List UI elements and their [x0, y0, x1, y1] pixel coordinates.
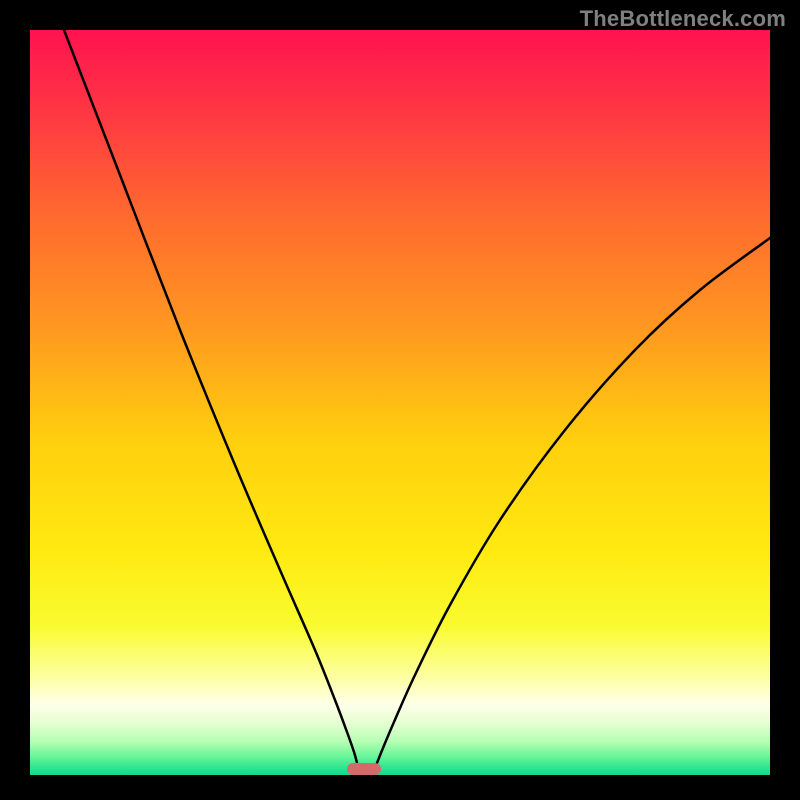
- left-curve: [64, 30, 357, 763]
- vertex-marker: [347, 763, 381, 775]
- watermark-text: TheBottleneck.com: [580, 6, 786, 32]
- chart-frame: TheBottleneck.com: [0, 0, 800, 800]
- bottleneck-curves: [30, 30, 770, 775]
- plot-area: [30, 30, 770, 775]
- right-curve: [377, 238, 770, 763]
